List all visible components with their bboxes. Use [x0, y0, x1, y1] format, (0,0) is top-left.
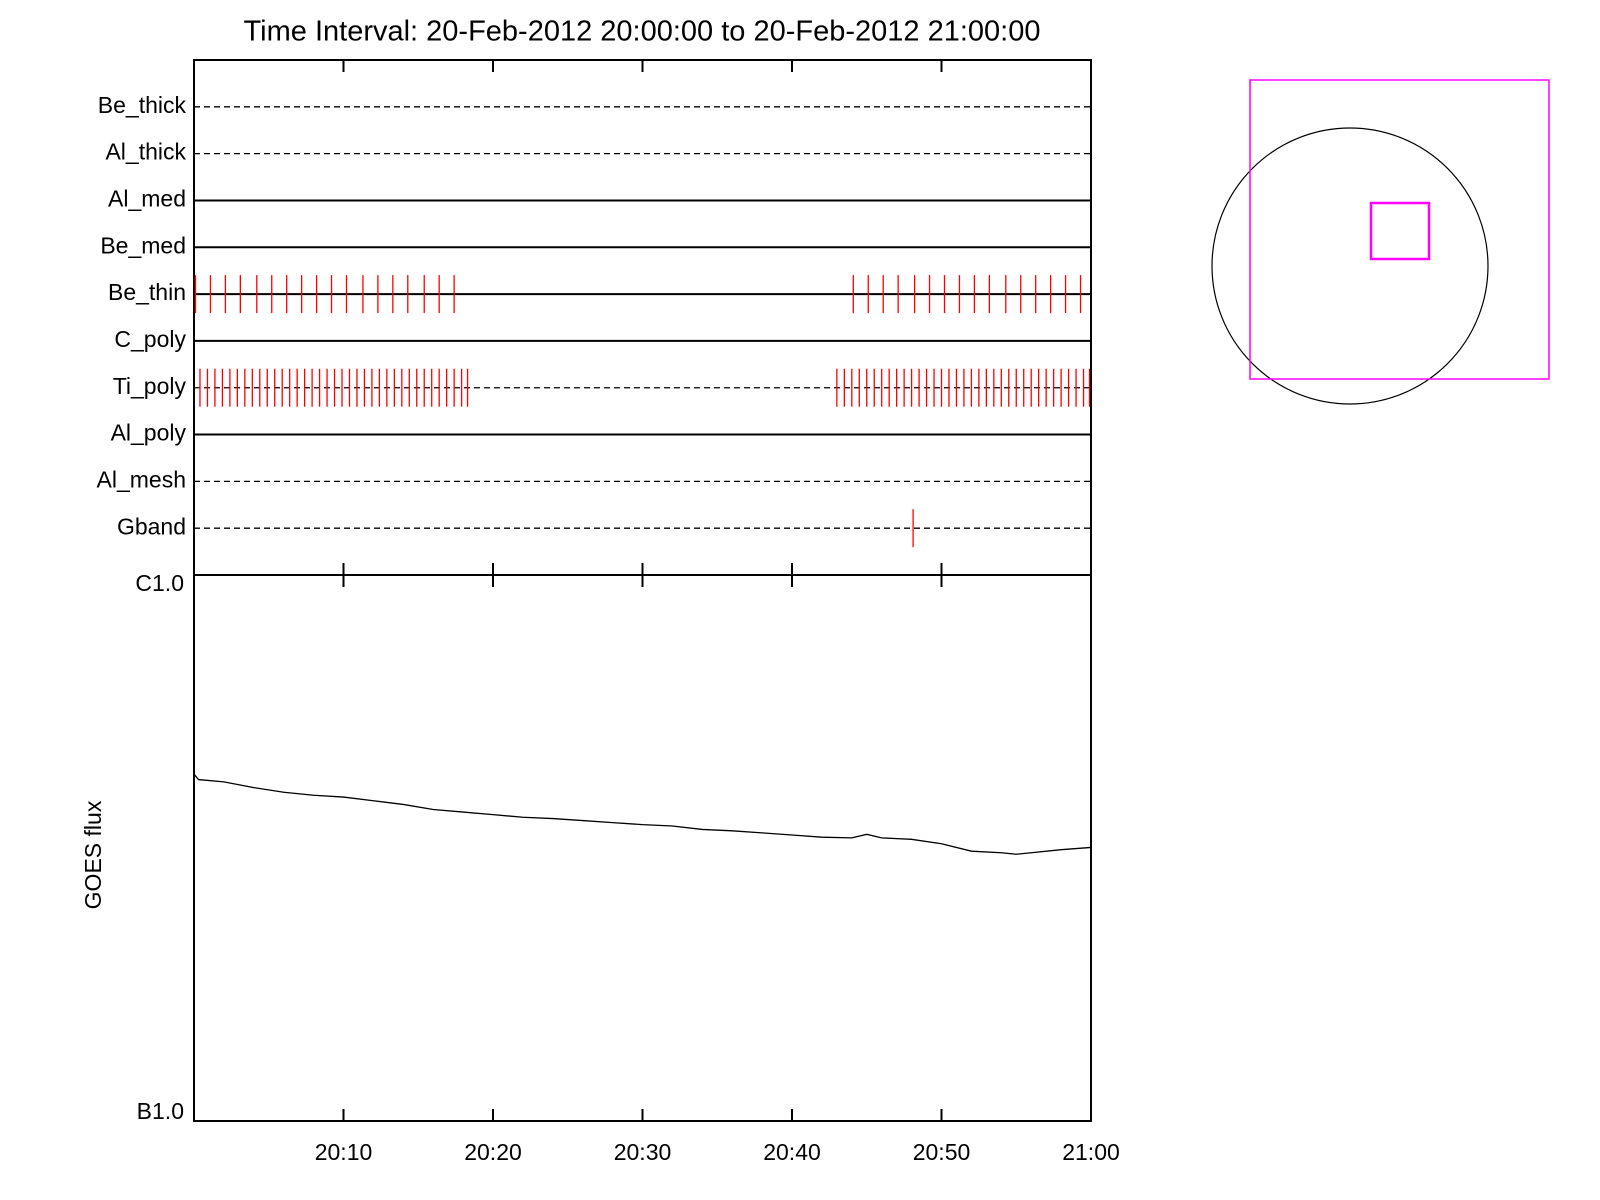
row-label: Al_mesh [97, 466, 186, 492]
row-label: Be_med [100, 232, 186, 258]
row-label: Be_thick [98, 92, 187, 118]
y-tick-label: C1.0 [135, 570, 184, 596]
solar-disk [1211, 127, 1489, 405]
row-label: Al_thick [105, 139, 186, 165]
row-label: Al_med [108, 186, 186, 212]
panel-frame [193, 59, 1092, 576]
row-label: Be_thin [108, 279, 186, 305]
row-label: C_poly [114, 326, 186, 352]
row-label: Gband [117, 513, 186, 539]
x-tick-label: 20:40 [763, 1139, 821, 1165]
x-tick-label: 20:50 [913, 1139, 971, 1165]
y-tick-label: B1.0 [137, 1098, 184, 1124]
row-label: Al_poly [111, 420, 187, 446]
region-box [1369, 201, 1431, 261]
y-axis-label: GOES flux [80, 800, 106, 909]
chart-title: Time Interval: 20-Feb-2012 20:00:00 to 2… [244, 16, 1041, 48]
x-tick-label: 20:10 [315, 1139, 373, 1165]
x-tick-label: 21:00 [1062, 1139, 1120, 1165]
x-tick-label: 20:20 [464, 1139, 522, 1165]
x-tick-label: 20:30 [614, 1139, 672, 1165]
flux-line [193, 773, 1092, 855]
row-label: Ti_poly [113, 373, 187, 399]
solar-context [1211, 79, 1550, 405]
field-of-view [1249, 79, 1550, 380]
